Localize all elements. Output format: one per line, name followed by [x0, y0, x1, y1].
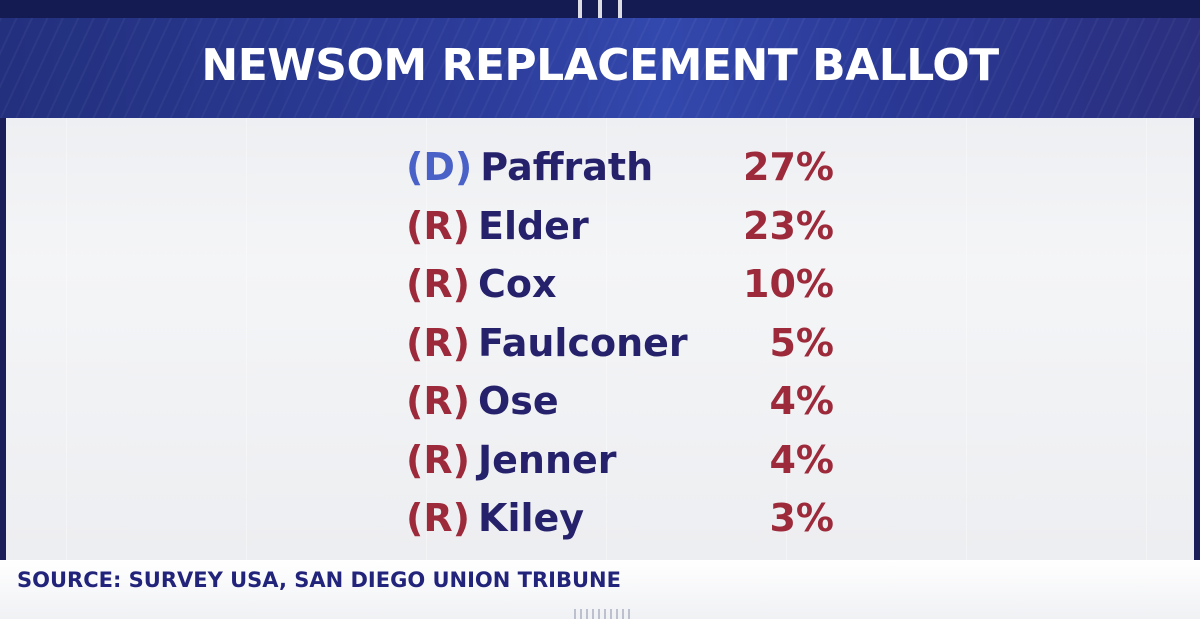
candidate-name: Jenner: [478, 437, 617, 482]
party-label: (R): [406, 379, 470, 424]
candidate-name: Elder: [478, 203, 589, 248]
candidate-percent: 27%: [743, 145, 834, 190]
party-label: (R): [406, 203, 470, 248]
candidate-percent: 3%: [769, 496, 834, 541]
party-label: (R): [406, 262, 470, 307]
party-label: (D): [406, 145, 473, 190]
candidate-percent: 5%: [769, 320, 834, 365]
candidate-row: (D) Paffrath 27%: [406, 138, 846, 197]
candidate-row: (R) Faulconer 5%: [406, 314, 846, 373]
candidate-name: Faulconer: [478, 320, 688, 365]
source-footer: SOURCE: SURVEY USA, SAN DIEGO UNION TRIB…: [0, 560, 1200, 619]
candidate-percent: 4%: [769, 437, 834, 482]
page-title: NEWSOM REPLACEMENT BALLOT: [201, 40, 999, 91]
results-panel: (D) Paffrath 27% (R) Elder 23% (R) Cox 1…: [6, 118, 1194, 598]
candidate-row: (R) Kiley 3%: [406, 489, 846, 548]
candidate-row: (R) Cox 10%: [406, 255, 846, 314]
candidate-list: (D) Paffrath 27% (R) Elder 23% (R) Cox 1…: [406, 138, 846, 548]
candidate-name: Cox: [478, 262, 557, 307]
candidate-percent: 23%: [743, 203, 834, 248]
candidate-percent: 4%: [769, 379, 834, 424]
top-tick-marks: [578, 0, 622, 18]
bottom-tick-marks: [574, 609, 634, 619]
candidate-row: (R) Elder 23%: [406, 197, 846, 256]
source-text: SOURCE: SURVEY USA, SAN DIEGO UNION TRIB…: [17, 568, 621, 592]
candidate-percent: 10%: [743, 262, 834, 307]
header-band: NEWSOM REPLACEMENT BALLOT: [0, 0, 1200, 118]
candidate-name: Paffrath: [480, 145, 654, 190]
party-label: (R): [406, 437, 470, 482]
party-label: (R): [406, 496, 470, 541]
candidate-row: (R) Jenner 4%: [406, 431, 846, 490]
party-label: (R): [406, 320, 470, 365]
candidate-name: Ose: [478, 379, 559, 424]
candidate-name: Kiley: [478, 496, 585, 541]
candidate-row: (R) Ose 4%: [406, 372, 846, 431]
